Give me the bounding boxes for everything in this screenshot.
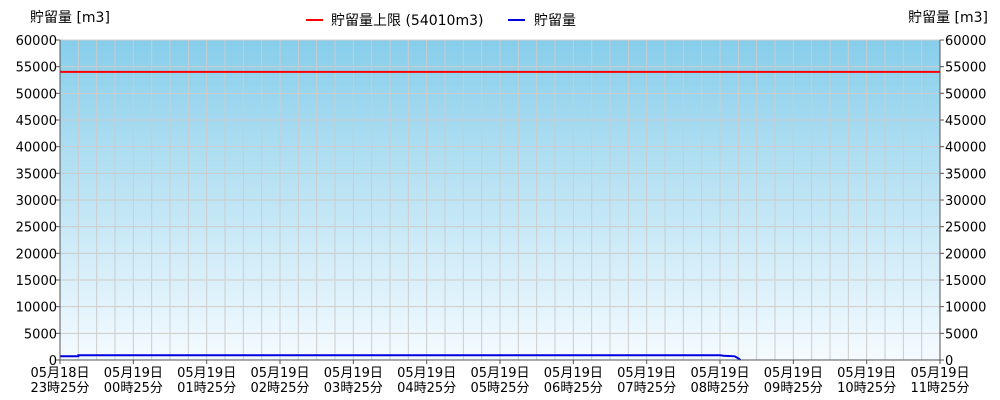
y-tick-label-left: 35000 — [16, 167, 57, 182]
y-tick-label-left: 25000 — [16, 221, 57, 236]
y-tick-label-left: 45000 — [16, 114, 57, 129]
x-tick-label-time: 08時25分 — [690, 381, 749, 396]
axes — [56, 39, 944, 364]
y-tick-label-right: 40000 — [945, 141, 986, 156]
x-tick-label-date: 05月19日 — [544, 366, 603, 381]
y-tick-label-left: 20000 — [16, 247, 57, 262]
y-tick-label-right: 0 — [945, 354, 953, 369]
y-tick-label-left: 60000 — [16, 34, 57, 49]
x-tick-label-time: 01時25分 — [177, 381, 236, 396]
series-layer — [60, 70, 940, 361]
x-tick-label-time: 09時25分 — [764, 381, 823, 396]
x-tick-label-time: 11時25分 — [910, 381, 969, 396]
y-tick-label-right: 10000 — [945, 301, 986, 316]
legend-label-limit: 貯留量上限 (54010m3) — [331, 13, 483, 29]
y-tick-label-left: 55000 — [16, 61, 57, 76]
y-tick-label-left: 50000 — [16, 87, 57, 102]
x-tick-label-date: 05月19日 — [617, 366, 676, 381]
x-tick-label-time: 10時25分 — [837, 381, 896, 396]
x-tick-label-date: 05月19日 — [177, 366, 236, 381]
tick-labels: 0 0 5000 5000 10000 10000 15000 15000 20000 20000… — [16, 34, 987, 396]
y-tick-label-right: 50000 — [945, 87, 986, 102]
y-tick-label-left: 10000 — [16, 301, 57, 316]
y-tick-label-left: 5000 — [24, 327, 57, 342]
y-tick-label-right: 35000 — [945, 167, 986, 182]
y-axis-title-left: 貯留量 [m3] — [30, 10, 110, 26]
x-tick-label-time: 00時25分 — [104, 381, 163, 396]
x-tick-label-date: 05月19日 — [764, 366, 823, 381]
x-tick-label-date: 05月18日 — [30, 366, 89, 381]
x-tick-label-time: 23時25分 — [30, 381, 89, 396]
x-tick-label-date: 05月19日 — [690, 366, 749, 381]
x-tick-label-date: 05月19日 — [250, 366, 309, 381]
y-axis-title-right: 貯留量 [m3] — [908, 10, 988, 26]
x-tick-label-time: 06時25分 — [544, 381, 603, 396]
x-tick-label-time: 04時25分 — [397, 381, 456, 396]
x-tick-label-time: 05時25分 — [470, 381, 529, 396]
y-tick-label-right: 5000 — [945, 327, 978, 342]
x-tick-label-date: 05月19日 — [104, 366, 163, 381]
series-line-storage — [60, 354, 742, 361]
x-tick-label-date: 05月19日 — [397, 366, 456, 381]
y-tick-label-left: 30000 — [16, 194, 57, 209]
y-tick-label-right: 15000 — [945, 274, 986, 289]
x-tick-label-date: 05月19日 — [324, 366, 383, 381]
y-tick-label-left: 0 — [49, 354, 57, 369]
y-tick-label-right: 45000 — [945, 114, 986, 129]
x-tick-label-date: 05月19日 — [837, 366, 896, 381]
legend: 貯留量上限 (54010m3) 貯留量 — [306, 13, 576, 29]
y-tick-label-right: 55000 — [945, 61, 986, 76]
y-tick-label-right: 60000 — [945, 34, 986, 49]
y-tick-label-right: 25000 — [945, 221, 986, 236]
x-tick-label-time: 02時25分 — [250, 381, 309, 396]
y-tick-label-right: 30000 — [945, 194, 986, 209]
x-tick-label-time: 07時25分 — [617, 381, 676, 396]
y-tick-label-left: 40000 — [16, 141, 57, 156]
x-tick-label-time: 03時25分 — [324, 381, 383, 396]
y-tick-label-right: 20000 — [945, 247, 986, 262]
legend-label-storage: 貯留量 — [534, 13, 576, 29]
y-tick-label-left: 15000 — [16, 274, 57, 289]
x-tick-label-date: 05月19日 — [470, 366, 529, 381]
x-tick-label-date: 05月19日 — [910, 366, 969, 381]
